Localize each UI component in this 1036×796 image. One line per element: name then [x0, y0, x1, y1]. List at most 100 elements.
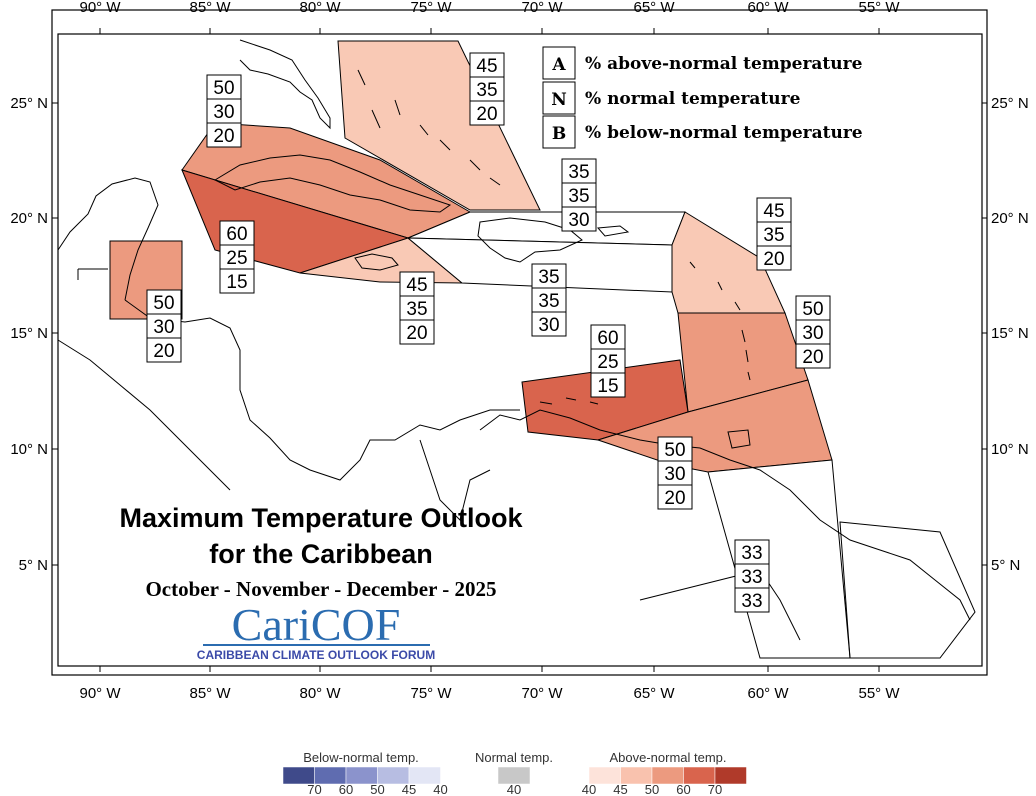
axis-ticks	[52, 28, 987, 672]
prob-box-hispaniola-south: 35 35 30	[531, 263, 567, 337]
prob-cell	[531, 263, 567, 289]
prob-box-northern-lesser-antilles: 45 35 20	[756, 197, 792, 271]
prob-normal-value: 35	[406, 299, 427, 320]
legend-key-box-a	[542, 46, 576, 80]
map-title: Maximum Temperature Outlook for the Cari…	[119, 503, 523, 601]
colorbar-tick: 70	[307, 782, 321, 796]
top-lon-label: 85° W	[189, 0, 231, 16]
top-lon-label: 75° W	[410, 0, 452, 16]
top-lon-label: 55° W	[858, 0, 900, 16]
prob-below-value: 20	[802, 347, 823, 368]
bahamas-islands	[357, 69, 501, 186]
prob-cell	[657, 460, 693, 486]
hispaniola-coast	[477, 217, 583, 263]
prob-cell	[561, 206, 597, 232]
colorbar-title-normal: Normal temp.	[475, 750, 553, 765]
bottom-lon-label: 90° W	[79, 685, 121, 702]
prob-cell	[146, 337, 182, 363]
bottom-lon-label: 85° W	[189, 685, 231, 702]
bottom-lon-label: 55° W	[858, 685, 900, 702]
right-lat-label: 10° N	[991, 441, 1029, 458]
prob-above-value: 33	[741, 543, 762, 564]
lesser-antilles-islands	[689, 261, 751, 381]
prob-cell	[756, 221, 792, 247]
prob-cell	[590, 372, 626, 398]
top-lon-label: 70° W	[521, 0, 563, 16]
prob-box-windward-islands: 50 30 20	[795, 295, 831, 369]
legend-key: A N B % above-normal temperature % norma…	[542, 46, 863, 149]
colorbar-title-above: Above-normal temp.	[609, 750, 726, 765]
region-guyana-outline	[839, 521, 976, 659]
prob-box-trinidad: 50 30 20	[657, 436, 693, 510]
colorbar-tick: 70	[708, 782, 722, 796]
pacific-coast	[57, 339, 231, 491]
prob-normal-value: 25	[597, 352, 618, 373]
colorbar-below-swatches: 70 60 50 45 40	[282, 766, 448, 796]
prob-above-value: 45	[476, 56, 497, 77]
colorbar-swatch	[497, 766, 531, 785]
prob-cell	[734, 563, 770, 589]
prob-cell	[206, 122, 242, 148]
bottom-lon-label: 75° W	[410, 685, 452, 702]
colorbar-tick: 45	[613, 782, 627, 796]
colorbar-swatch	[714, 766, 747, 785]
bottom-lon-label: 70° W	[521, 685, 563, 702]
prob-box-belize: 50 30 20	[146, 289, 182, 363]
florida-coast	[239, 39, 331, 130]
prob-above-value: 60	[597, 328, 618, 349]
colorbar-swatch	[408, 766, 441, 785]
caricof-logo: CariCOF CARIBBEAN CLIMATE OUTLOOK FORUM	[197, 599, 435, 662]
prob-below-value: 30	[568, 210, 589, 231]
prob-above-value: 45	[763, 201, 784, 222]
prob-below-value: 20	[476, 104, 497, 125]
prob-normal-value: 30	[213, 102, 234, 123]
trinidad-coast	[727, 429, 751, 449]
prob-cell	[590, 324, 626, 350]
top-lon-label: 90° W	[79, 0, 121, 16]
abc-islands-coast	[539, 397, 599, 405]
colorbar-tick: 40	[582, 782, 596, 796]
bottom-lon-label: 60° W	[747, 685, 789, 702]
prob-above-value: 50	[664, 440, 685, 461]
prob-cell	[469, 100, 505, 126]
prob-cell	[219, 244, 255, 270]
south-america-coast	[479, 409, 971, 621]
prob-cell	[561, 158, 597, 184]
colorbar-tick: 40	[507, 782, 521, 796]
prob-cell	[561, 182, 597, 208]
prob-normal-value: 35	[568, 186, 589, 207]
legend-key-text-above: % above-normal temperature	[585, 54, 863, 74]
prob-below-value: 20	[213, 126, 234, 147]
yucatan-coast	[57, 177, 159, 301]
legend-key-letter-n: N	[551, 90, 567, 110]
prob-normal-value: 35	[763, 225, 784, 246]
region-bahamas	[337, 40, 541, 211]
prob-normal-value: 25	[226, 248, 247, 269]
left-lat-label: 20° N	[10, 210, 48, 227]
title-line2: for the Caribbean	[209, 539, 433, 569]
prob-below-value: 20	[763, 249, 784, 270]
colorbar-normal-swatches: 40	[497, 766, 531, 796]
logo-main-text: CariCOF	[232, 599, 401, 650]
prob-normal-value: 30	[153, 317, 174, 338]
prob-cell	[399, 319, 435, 345]
prob-cell	[219, 220, 255, 246]
colombia-coast	[419, 439, 491, 521]
prob-normal-value: 30	[802, 323, 823, 344]
prob-cell	[206, 74, 242, 100]
prob-below-value: 20	[664, 488, 685, 509]
prob-below-value: 20	[153, 341, 174, 362]
colorbar-above-swatches: 40 45 50 60 70	[582, 766, 747, 796]
left-lat-label: 15° N	[10, 325, 48, 342]
prob-cell	[795, 319, 831, 345]
prob-cell	[795, 295, 831, 321]
prob-cell	[734, 587, 770, 613]
colorbar-tick: 50	[370, 782, 384, 796]
prob-cell	[734, 539, 770, 565]
logo-sub-text: CARIBBEAN CLIMATE OUTLOOK FORUM	[197, 648, 435, 662]
prob-below-value: 15	[597, 376, 618, 397]
prob-cell	[399, 271, 435, 297]
prob-cell	[756, 197, 792, 223]
legend-key-text-below: % below-normal temperature	[585, 123, 863, 143]
